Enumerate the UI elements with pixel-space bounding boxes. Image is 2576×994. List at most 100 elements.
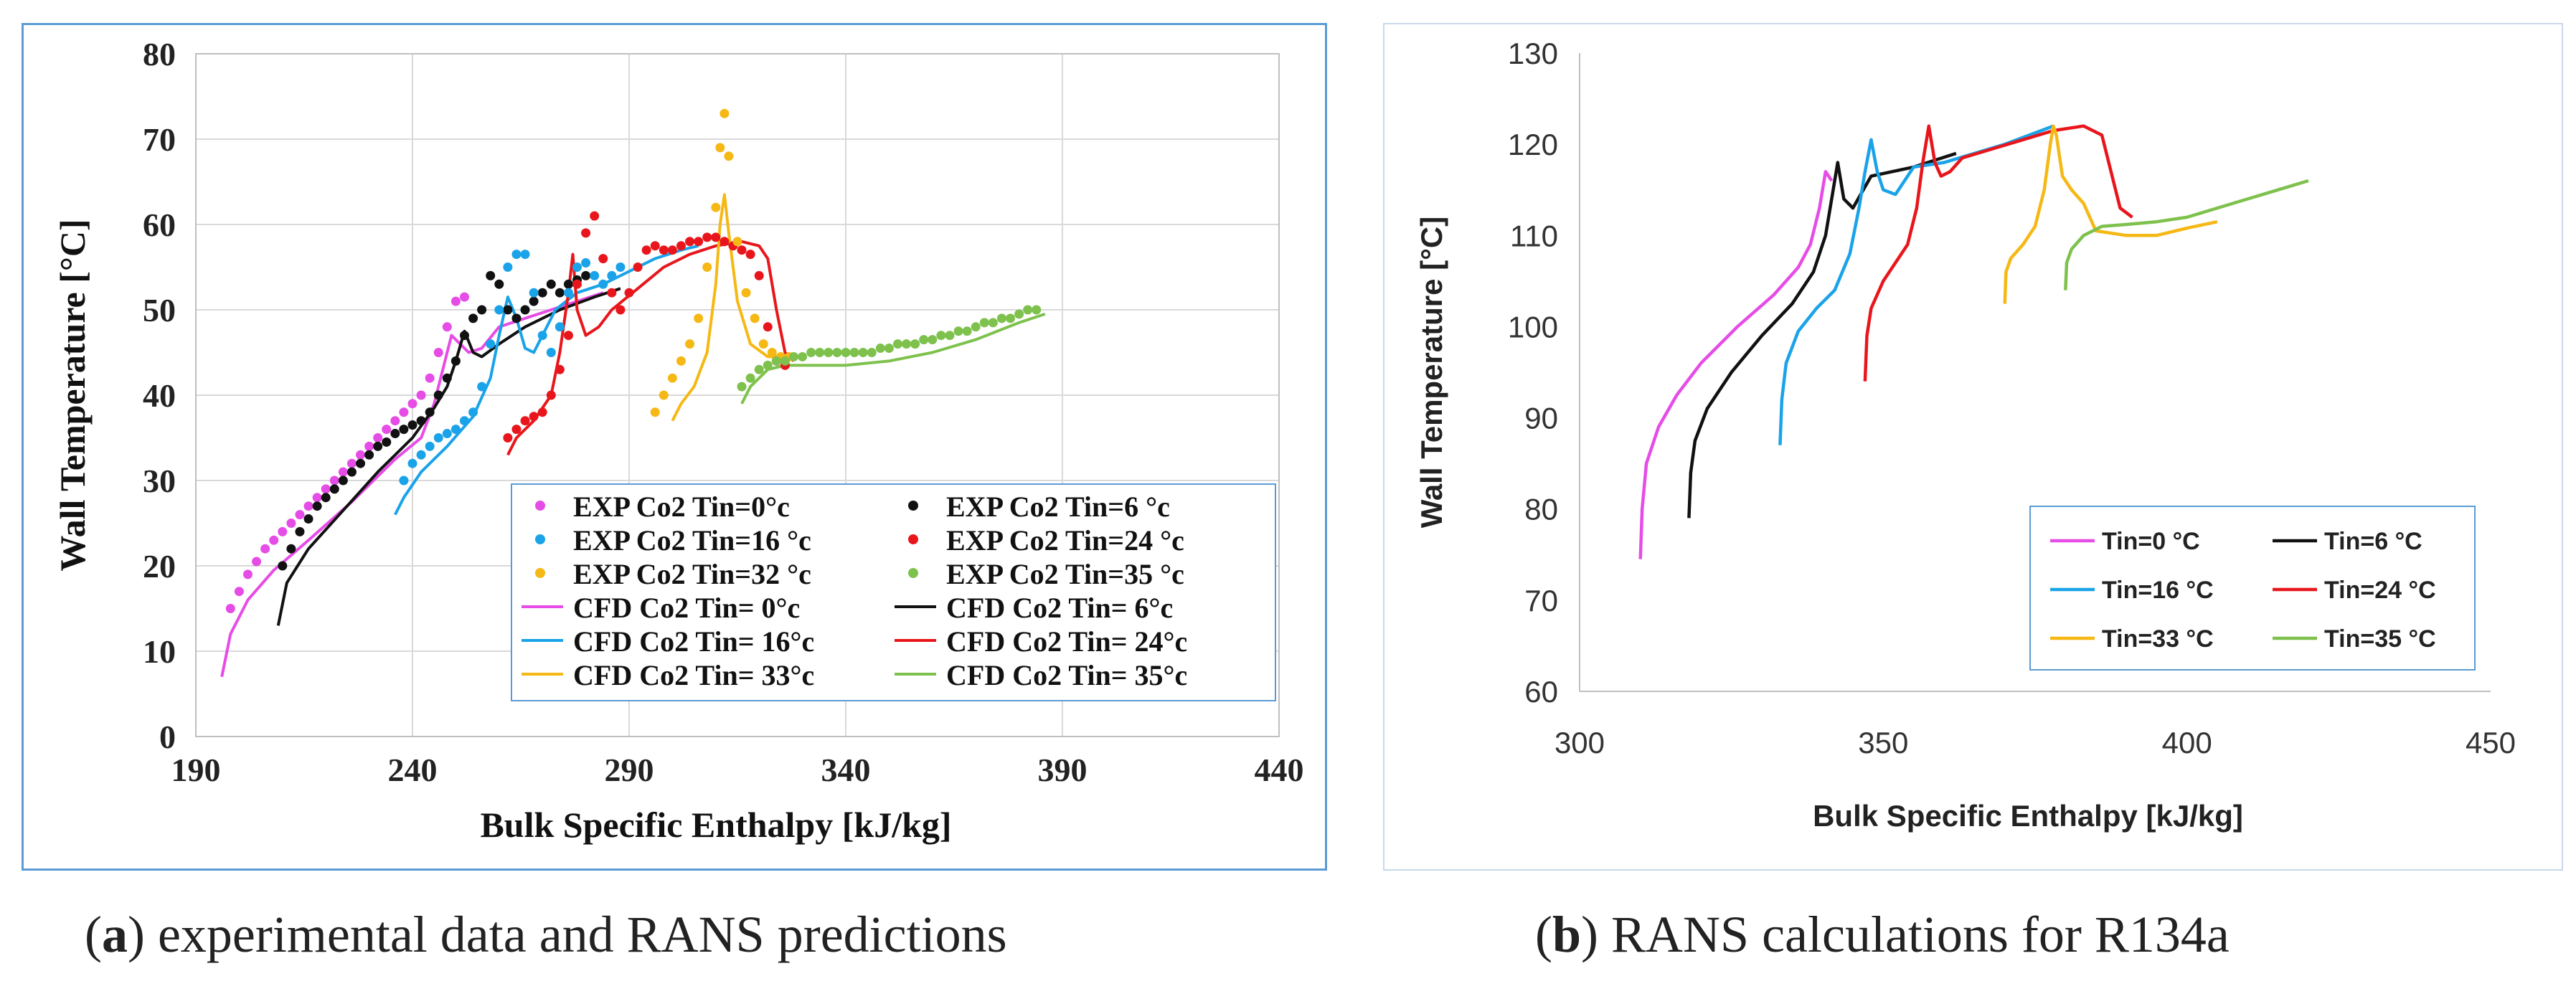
exp-point (711, 202, 721, 212)
exp-point (503, 262, 513, 272)
exp-point (767, 348, 777, 357)
exp-point (364, 441, 374, 451)
exp-point (468, 313, 478, 323)
exp-point (494, 305, 504, 315)
y-tick-label: 0 (159, 719, 176, 755)
exp-point (581, 258, 591, 268)
legend-label: Tin=6 °C (2324, 528, 2422, 555)
exp-point (295, 510, 305, 520)
y-tick-label: 50 (143, 292, 176, 328)
exp-point (858, 348, 868, 357)
exp-point (356, 450, 366, 460)
cfd-line (740, 313, 1046, 404)
exp-point (633, 262, 643, 272)
exp-point (724, 151, 734, 161)
exp-point (416, 450, 426, 460)
cfd-line (220, 291, 604, 678)
y-tick-label: 70 (1524, 584, 1558, 617)
exp-point (303, 514, 313, 524)
y-tick-label: 100 (1508, 310, 1558, 344)
legend-box (511, 483, 1276, 701)
exp-point (685, 339, 695, 349)
exp-point (676, 241, 686, 251)
exp-point (867, 348, 877, 357)
exp-point (511, 425, 522, 435)
exp-point (892, 339, 902, 349)
exp-point (468, 407, 478, 417)
exp-point (425, 407, 435, 417)
legend-marker (535, 501, 545, 511)
exp-point (329, 475, 339, 486)
x-tick-label: 350 (1858, 726, 1908, 759)
exp-point (685, 237, 695, 247)
exp-point (477, 305, 487, 315)
exp-point (590, 211, 600, 221)
y-tick-label: 80 (1524, 493, 1558, 526)
exp-point (598, 254, 608, 264)
x-tick-label: 290 (605, 752, 654, 788)
exp-point (399, 425, 409, 435)
exp-point (824, 348, 834, 357)
legend-box (2029, 506, 2476, 671)
exp-point (425, 441, 435, 451)
legend-label: CFD Co2 Tin= 24°c (946, 625, 1187, 658)
exp-point (572, 262, 582, 272)
exp-point (615, 262, 626, 272)
y-tick-label: 70 (143, 121, 176, 158)
exp-point (953, 326, 963, 336)
exp-point (459, 292, 469, 302)
x-axis-label: Bulk Specific Enthalpy [kJ/kg] (1813, 799, 2243, 833)
exp-point (321, 484, 331, 494)
exp-point (780, 356, 790, 366)
exp-point (225, 604, 235, 613)
exp-point (346, 458, 357, 468)
exp-point (433, 390, 443, 400)
exp-point (745, 250, 755, 260)
exp-point (459, 331, 469, 341)
exp-point (988, 318, 998, 328)
exp-point (503, 305, 513, 315)
exp-point (486, 339, 496, 349)
exp-point (715, 143, 725, 153)
exp-point (286, 519, 296, 528)
legend-label: EXP Co2 Tin=6 °c (946, 491, 1170, 523)
y-axis-label: Wall Temperature [°C] (52, 219, 93, 571)
exp-point (269, 535, 279, 545)
exp-point (711, 232, 721, 242)
exp-point (529, 288, 539, 298)
exp-point (546, 279, 556, 289)
cfd-line (671, 193, 785, 422)
exp-point (312, 501, 322, 511)
legend-label: Tin=35 °C (2324, 625, 2436, 653)
exp-point (667, 245, 677, 255)
exp-point (694, 237, 704, 247)
exp-point (390, 416, 400, 426)
exp-point (720, 237, 730, 247)
exp-point (338, 467, 348, 477)
exp-point (1006, 313, 1016, 323)
exp-point (416, 416, 426, 426)
exp-point (529, 412, 539, 422)
exp-point (407, 399, 417, 409)
legend-marker (908, 568, 918, 578)
legend-label: CFD Co2 Tin= 33°c (573, 659, 814, 691)
exp-point (771, 356, 781, 366)
exp-point (1032, 305, 1042, 315)
exp-point (650, 241, 660, 251)
y-tick-label: 20 (143, 548, 176, 584)
cfd-line (506, 240, 795, 456)
exp-point (329, 484, 339, 494)
exp-point (433, 348, 443, 357)
exp-point (763, 322, 773, 332)
exp-point (390, 429, 400, 439)
series-line (1863, 124, 2133, 382)
exp-point (442, 322, 452, 332)
series-line (1778, 124, 2054, 445)
exp-point (702, 262, 712, 272)
legend-label: EXP Co2 Tin=16 °c (573, 524, 811, 557)
legend-label: CFD Co2 Tin= 35°c (946, 659, 1187, 691)
exp-point (849, 348, 859, 357)
exp-point (607, 270, 617, 280)
legend-label: Tin=0 °C (2102, 528, 2200, 555)
legend-label: CFD Co2 Tin= 0°c (573, 592, 800, 624)
